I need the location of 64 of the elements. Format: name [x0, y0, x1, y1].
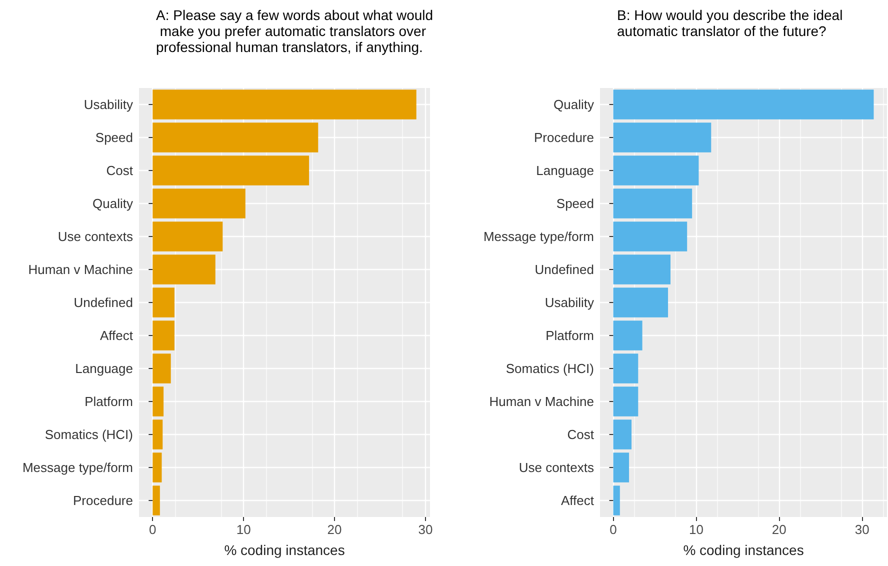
bar	[613, 386, 638, 416]
y-tick-label: Usability	[544, 295, 594, 310]
y-tick-label: Procedure	[73, 493, 133, 508]
y-tick-label: Usability	[84, 97, 134, 112]
x-tick-label: 0	[610, 522, 617, 537]
x-tick-label: 20	[772, 522, 786, 537]
x-axis-title: % coding instances	[224, 542, 345, 558]
bar	[613, 320, 642, 350]
y-tick-label: Speed	[556, 196, 594, 211]
bar	[613, 486, 620, 516]
y-tick-label: Use contexts	[58, 229, 134, 244]
y-tick-label: Undefined	[74, 295, 133, 310]
bar	[613, 420, 632, 450]
y-tick-label: Platform	[84, 394, 133, 409]
bar	[613, 188, 692, 218]
y-tick-label: Somatics (HCI)	[506, 361, 594, 376]
bar	[152, 354, 171, 384]
bar	[613, 254, 671, 284]
bar	[152, 386, 164, 416]
y-tick-label: Language	[536, 163, 594, 178]
bar	[613, 156, 699, 186]
y-tick-label: Procedure	[534, 130, 594, 145]
bar	[613, 222, 688, 252]
y-tick-label: Somatics (HCI)	[44, 427, 133, 442]
chart-title: A: Please say a few words about what would make you prefer automatic translators over professional human translators, if anything.	[156, 7, 434, 55]
x-tick-label: 0	[149, 522, 156, 537]
bar	[152, 122, 318, 152]
bar	[152, 420, 163, 450]
bar	[613, 452, 630, 482]
y-tick-label: Affect	[100, 328, 134, 343]
y-tick-label: Message type/form	[22, 460, 133, 475]
bar	[152, 254, 216, 284]
y-tick-label: Speed	[95, 130, 133, 145]
bar	[152, 486, 160, 516]
y-tick-label: Human v Machine	[489, 394, 594, 409]
bar	[613, 288, 668, 318]
y-tick-label: Quality	[92, 196, 134, 211]
chart-title: B: How would you describe the ideal automatic translator of the future?	[617, 7, 847, 39]
bar	[613, 90, 874, 120]
y-tick-label: Cost	[567, 427, 594, 442]
bar	[613, 122, 712, 152]
y-tick-label: Affect	[560, 493, 594, 508]
y-tick-label: Use contexts	[518, 460, 594, 475]
x-tick-label: 30	[854, 522, 870, 537]
x-tick-label: 10	[688, 522, 704, 537]
y-tick-label: Message type/form	[483, 229, 594, 244]
x-axis-title: % coding instances	[683, 542, 804, 558]
y-tick-label: Language	[75, 361, 133, 376]
y-tick-label: Cost	[106, 163, 134, 178]
x-tick-label: 10	[236, 522, 251, 537]
y-tick-label: Undefined	[534, 262, 594, 277]
bar	[152, 156, 310, 186]
bar	[152, 452, 162, 482]
y-tick-label: Human v Machine	[28, 262, 133, 277]
bar	[152, 320, 174, 350]
bar	[152, 188, 246, 218]
x-tick-label: 20	[327, 522, 342, 537]
y-tick-label: Platform	[546, 328, 594, 343]
bar	[152, 288, 174, 318]
bar	[152, 90, 416, 120]
x-tick-label: 30	[418, 522, 433, 537]
bar	[152, 222, 223, 252]
y-tick-label: Quality	[554, 97, 594, 112]
bar	[613, 354, 638, 384]
